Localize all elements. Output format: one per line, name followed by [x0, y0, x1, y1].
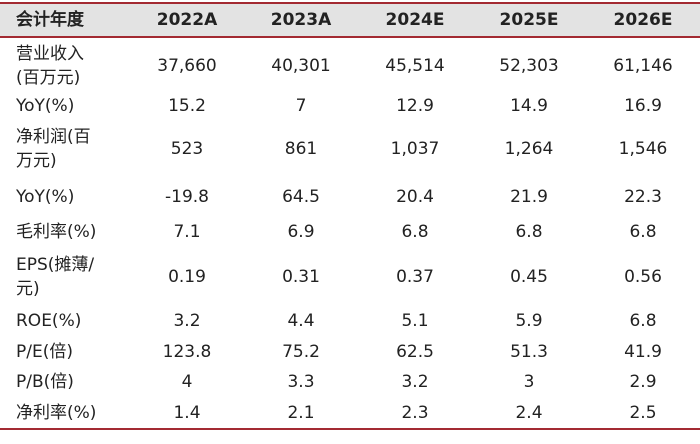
table-row: EPS(摊薄/元) 0.19 0.31 0.37 0.45 0.56: [0, 249, 700, 305]
value-cell: 0.45: [510, 267, 548, 287]
value-cell: 7.1: [173, 222, 201, 242]
value-cell: 6.8: [401, 222, 429, 242]
table-row: 毛利率(%) 7.1 6.9 6.8 6.8 6.8: [0, 215, 700, 249]
value-cell: 1,546: [618, 139, 668, 159]
value-cell: 12.9: [396, 96, 434, 116]
header-cell: 2026E: [586, 2, 700, 38]
value-cell: 0.56: [624, 267, 662, 287]
header-cell: 2024E: [358, 2, 472, 38]
value-cell: 61,146: [613, 55, 673, 76]
row-label: YoY(%): [0, 179, 130, 215]
label-line: 万元): [16, 151, 57, 171]
label-line: ROE(%): [16, 311, 82, 331]
label-line: P/E(倍): [16, 342, 73, 362]
value-cell: 64.5: [282, 187, 320, 207]
value-cell: 20.4: [396, 187, 434, 207]
label-line: 营业收入: [16, 43, 84, 64]
value-cell: 3.2: [401, 372, 429, 392]
row-label: EPS(摊薄/元): [0, 249, 130, 305]
row-label: ROE(%): [0, 305, 130, 337]
value-cell: 5.9: [515, 311, 543, 331]
value-cell: -19.8: [165, 187, 209, 207]
table-row: P/B(倍) 4 3.3 3.2 3 2.9: [0, 367, 700, 397]
table-row: 净利润(百万元) 523 861 1,037 1,264 1,546: [0, 119, 700, 179]
value-cell: 3.3: [287, 372, 315, 392]
value-cell: 2.3: [358, 397, 472, 430]
value-cell: 16.9: [624, 96, 662, 116]
label-line: 毛利率(%): [16, 222, 97, 242]
header-cell: 2022A: [130, 2, 244, 38]
table-body: 营业收入 (百万元) 37,660 40,301 45,514 52,303 61,146 Y…: [0, 37, 700, 430]
value-cell: 75.2: [282, 342, 320, 362]
value-cell: 4.4: [287, 311, 315, 331]
value-cell: 7: [295, 96, 307, 116]
label-line: 净利率(%): [16, 402, 97, 423]
value-cell: 1,037: [390, 139, 440, 159]
label-line: P/B(倍): [16, 372, 74, 392]
row-label: P/E(倍): [0, 337, 130, 367]
value-cell: 40,301: [271, 55, 331, 76]
value-cell: 523: [170, 139, 204, 159]
value-cell: 1.4: [130, 397, 244, 430]
value-cell: 14.9: [510, 96, 548, 116]
header-row: 会计年度 2022A 2023A 2024E 2025E 2026E: [0, 2, 700, 38]
value-cell: 45,514: [385, 55, 445, 76]
value-cell: 6.8: [629, 222, 657, 242]
financial-table: 会计年度 2022A 2023A 2024E 2025E 2026E 营业收入 (百万元) 3…: [0, 2, 700, 430]
value-cell: 0.19: [168, 267, 206, 287]
value-cell: 2.4: [472, 397, 586, 430]
value-cell: 861: [284, 139, 318, 159]
row-label: 营业收入 (百万元): [0, 37, 130, 93]
table-header: 会计年度 2022A 2023A 2024E 2025E 2026E: [0, 2, 700, 38]
label-line: YoY(%): [16, 96, 75, 116]
label-line: EPS(摊薄/: [16, 255, 95, 275]
header-cell: 2025E: [472, 2, 586, 38]
table-row: YoY(%) -19.8 64.5 20.4 21.9 22.3: [0, 179, 700, 215]
value-cell: 62.5: [396, 342, 434, 362]
label-line: YoY(%): [16, 187, 75, 207]
value-cell: 0.31: [282, 267, 320, 287]
value-cell: 6.9: [287, 222, 315, 242]
value-cell: 6.8: [629, 311, 657, 331]
value-cell: 5.1: [401, 311, 429, 331]
value-cell: 3: [523, 372, 535, 392]
row-label: 净利率(%): [0, 397, 130, 430]
value-cell: 2.1: [244, 397, 358, 430]
row-label: YoY(%): [0, 93, 130, 119]
table-row: P/E(倍) 123.8 75.2 62.5 51.3 41.9: [0, 337, 700, 367]
table-row: YoY(%) 15.2 7 12.9 14.9 16.9: [0, 93, 700, 119]
value-cell: 52,303: [499, 55, 559, 76]
row-label: 毛利率(%): [0, 215, 130, 249]
value-cell: 51.3: [510, 342, 548, 362]
table-row: 营业收入 (百万元) 37,660 40,301 45,514 52,303 61,146: [0, 37, 700, 93]
table-row: ROE(%) 3.2 4.4 5.1 5.9 6.8: [0, 305, 700, 337]
value-cell: 21.9: [510, 187, 548, 207]
value-cell: 123.8: [162, 342, 212, 362]
value-cell: 22.3: [624, 187, 662, 207]
value-cell: 41.9: [624, 342, 662, 362]
label-line: (百万元): [16, 67, 81, 88]
value-cell: 4: [181, 372, 193, 392]
label-line: 净利润(百: [16, 127, 91, 147]
value-cell: 0.37: [396, 267, 434, 287]
row-label: 净利润(百万元): [0, 119, 130, 179]
label-line: 元): [16, 279, 40, 299]
value-cell: 1,264: [504, 139, 554, 159]
value-cell: 3.2: [173, 311, 201, 331]
table-row: 净利率(%) 1.4 2.1 2.3 2.4 2.5: [0, 397, 700, 430]
row-label: P/B(倍): [0, 367, 130, 397]
header-cell: 2023A: [244, 2, 358, 38]
value-cell: 2.9: [629, 372, 657, 392]
value-cell: 37,660: [157, 55, 217, 76]
header-label: 会计年度: [0, 2, 130, 38]
value-cell: 6.8: [515, 222, 543, 242]
value-cell: 2.5: [586, 397, 700, 430]
value-cell: 15.2: [168, 96, 206, 116]
